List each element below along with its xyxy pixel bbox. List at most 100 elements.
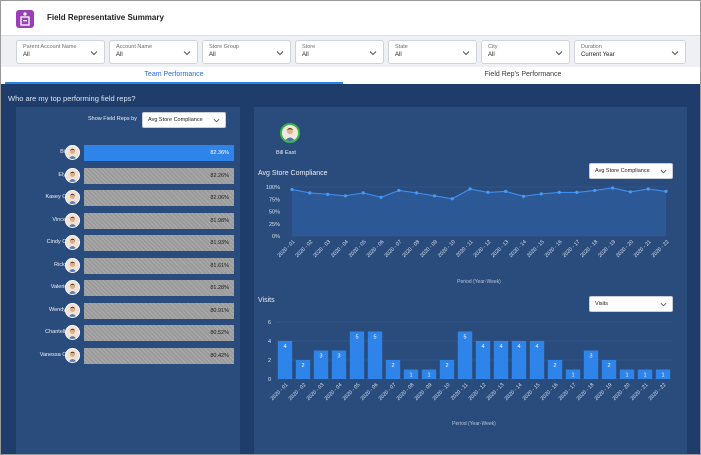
rep-value-bar[interactable]: 80.52% [84, 325, 234, 341]
filter-bar: Parent Account Name All Account Name All… [1, 35, 700, 67]
x-tick-label: 2020 - 20 [615, 239, 635, 259]
visits-chart-title: Visits [258, 297, 275, 304]
filter-parent-account[interactable]: Parent Account Name All [16, 40, 105, 64]
rep-value-bar[interactable]: 82.06% [84, 190, 234, 206]
chevron-down-icon [213, 118, 220, 123]
rep-ranking-panel: Show Field Reps by Avg Store Compliance … [16, 107, 240, 454]
rep-name: Wendy West [49, 306, 80, 313]
rep-avatar [65, 280, 80, 295]
data-point [468, 187, 472, 191]
x-tick-label: 2020 - 11 [455, 239, 475, 259]
data-point [610, 186, 615, 190]
data-point [290, 187, 294, 192]
rep-row[interactable]: Wendy West 80.91% [16, 301, 240, 321]
filter-label: Parent Account Name [23, 44, 77, 50]
chevron-down-icon [183, 51, 191, 56]
bar [313, 350, 329, 379]
bar [565, 369, 581, 379]
filter-city[interactable]: City All [481, 40, 570, 64]
x-tick-label: 2020 - 07 [384, 239, 404, 259]
filter-value: All [395, 52, 402, 58]
tab-field-rep-performance[interactable]: Field Rep's Performance [484, 71, 562, 78]
rep-value-bar[interactable]: 80.91% [84, 302, 234, 319]
rep-value-bar[interactable]: 82.26% [84, 167, 234, 184]
chevron-down-icon [671, 51, 679, 56]
rep-row[interactable]: Chantelle Rep 80.52% [16, 323, 240, 343]
show-by-select[interactable]: Avg Store Compliance [142, 112, 226, 128]
data-point [326, 192, 330, 196]
person-icon [66, 303, 79, 317]
filter-state[interactable]: State All [388, 40, 477, 64]
rep-value-bar[interactable]: 81.93% [84, 235, 234, 251]
x-tick-label: 2020 - 18 [579, 239, 599, 259]
data-point [539, 192, 543, 196]
data-point [432, 194, 437, 198]
rep-row[interactable]: Valerie East81.28% [16, 278, 240, 298]
compliance-metric-select[interactable]: Avg Store Compliance [589, 163, 673, 179]
rep-row[interactable]: Ely West82.26% [16, 166, 240, 186]
x-tick-label: 2020 - 15 [526, 239, 546, 259]
visits-metric-select[interactable]: Visits [589, 296, 673, 312]
filter-value: All [23, 52, 30, 58]
rep-row[interactable]: Kasey Central 82.06% [16, 188, 240, 208]
bar [439, 360, 455, 379]
tab-team-performance[interactable]: Team Performance [5, 67, 343, 84]
x-axis-title: Period (Year-Week) [452, 421, 496, 427]
x-tick-label: 2020 - 22 [648, 382, 668, 402]
rep-name: Cindy Central [46, 239, 80, 245]
data-point [628, 190, 632, 194]
rep-avatar [65, 325, 80, 340]
x-tick-label: 2020 - 09 [419, 239, 439, 259]
rep-row[interactable]: Vince West81.98% [16, 211, 240, 231]
x-tick-label: 2020 - 16 [544, 239, 564, 259]
selected-rep-avatar[interactable] [280, 123, 300, 143]
bar [385, 360, 401, 379]
rep-row[interactable]: Ricky East81.61% [16, 256, 240, 276]
rep-value-bar[interactable]: 81.61% [84, 257, 234, 274]
rep-value-bar[interactable]: 81.98% [84, 212, 234, 229]
bar [277, 341, 293, 379]
filter-account-name[interactable]: Account Name All [109, 40, 198, 64]
rep-value-bar[interactable]: 81.28% [84, 280, 234, 296]
person-icon [66, 191, 79, 204]
x-tick-label: 2020 - 22 [651, 239, 671, 259]
rep-row[interactable]: Cindy Central 81.93% [16, 233, 240, 253]
bar [529, 341, 545, 379]
rep-value-bar[interactable]: 80.42% [84, 347, 234, 364]
rep-value: 81.93% [210, 240, 229, 246]
rep-row[interactable]: Vanessa Central 80.42% [16, 346, 240, 366]
filter-store-group[interactable]: Store Group All [202, 40, 291, 64]
bar [583, 350, 599, 379]
chevron-down-icon [555, 51, 563, 56]
x-tick-label: 2020 - 21 [633, 239, 653, 259]
x-tick-label: 2020 - 19 [597, 239, 617, 259]
x-tick-label: 2020 - 15 [522, 382, 542, 402]
selected-rep-name: Bill East [276, 150, 296, 156]
data-label: 1 [625, 373, 628, 379]
rep-detail-panel: Bill East Avg Store Compliance Avg Store… [254, 107, 687, 454]
rep-row[interactable]: Bill East82.36% [16, 143, 240, 163]
data-point [379, 195, 383, 199]
rep-name: Chantelle Rep [45, 329, 80, 335]
x-tick-label: 2020 - 01 [277, 239, 297, 259]
x-tick-label: 2020 - 20 [612, 382, 632, 402]
x-tick-label: 2020 - 06 [366, 239, 386, 259]
show-by-label: Show Field Reps by [88, 116, 137, 122]
page-title: Field Representative Summary [47, 13, 164, 22]
data-label: 1 [409, 373, 412, 379]
filter-store[interactable]: Store All [295, 40, 384, 64]
data-label: 2 [445, 363, 448, 369]
data-label: 4 [481, 344, 484, 350]
section-heading: Who are my top performing field reps? [8, 94, 136, 103]
x-tick-label: 2020 - 03 [312, 239, 332, 259]
x-tick-label: 2020 - 17 [562, 239, 582, 259]
filter-duration[interactable]: Duration Current Year [574, 40, 686, 64]
rep-value-bar[interactable]: 82.36% [84, 145, 234, 161]
data-label: 1 [571, 373, 574, 379]
data-point [575, 190, 579, 194]
data-label: 2 [607, 363, 610, 369]
data-point [397, 188, 401, 193]
data-label: 5 [373, 335, 376, 341]
person-icon [66, 168, 79, 182]
